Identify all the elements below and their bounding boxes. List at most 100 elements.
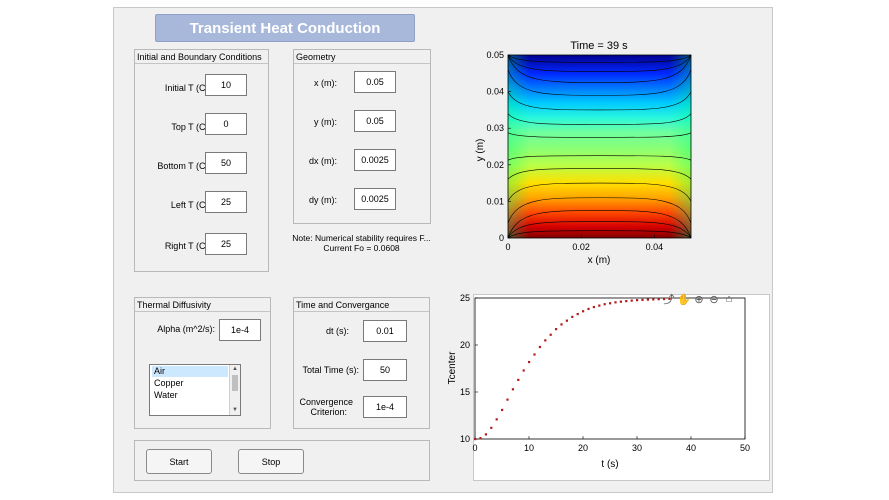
heatmap-axes[interactable]: Time = 39 s 0 0.02 0.04 00.010.020.030.040… bbox=[475, 40, 692, 266]
panel-thermal-diffusivity-title: Thermal Diffusivity bbox=[135, 298, 270, 312]
contour-line bbox=[507, 221, 692, 239]
scroll-thumb[interactable] bbox=[232, 375, 238, 391]
tcenter-point bbox=[517, 378, 520, 381]
heatmap-side-shading bbox=[508, 55, 691, 238]
material-listbox[interactable]: Air Copper Water ▲ ▼ bbox=[149, 364, 241, 416]
tcenter-point bbox=[576, 312, 579, 316]
tcenter-xtick-label: 10 bbox=[524, 443, 534, 453]
tcenter-point bbox=[571, 315, 574, 318]
heatmap-y-ticks: 0 0.01 0.02 0.03 0.04 0.05 bbox=[486, 50, 511, 243]
tcenter-point bbox=[657, 298, 660, 301]
home-icon[interactable]: ⌂ bbox=[725, 293, 733, 305]
heatmap-ytick-label: 0.04 bbox=[486, 87, 504, 97]
convergence-input[interactable]: 1e-4 bbox=[363, 396, 407, 418]
contour-line bbox=[507, 54, 692, 72]
tcenter-point bbox=[646, 298, 649, 301]
alpha-input[interactable]: 1e-4 bbox=[219, 319, 261, 341]
panel-controls: Start Stop bbox=[134, 440, 430, 481]
tcenter-point bbox=[533, 353, 536, 356]
heatmap-ytick-label: 0.05 bbox=[486, 50, 504, 60]
dt-label: dt (s): bbox=[325, 326, 349, 336]
tcenter-point bbox=[641, 298, 644, 301]
initial-t-label: Initial T (C): bbox=[164, 83, 211, 93]
stability-note: Note: Numerical stability requires F... bbox=[292, 233, 431, 243]
tcenter-x-ticks: 0 10 20 30 40 50 bbox=[472, 436, 750, 453]
material-option-water[interactable]: Water bbox=[154, 390, 178, 400]
tcenter-point bbox=[544, 339, 547, 342]
x-input[interactable]: 0.05 bbox=[354, 71, 396, 93]
fourier-number: Current Fo = 0.0608 bbox=[323, 243, 400, 253]
contour-line bbox=[507, 155, 692, 161]
right-t-input[interactable]: 25 bbox=[205, 233, 247, 255]
contour-line bbox=[507, 182, 692, 202]
tcenter-point bbox=[511, 388, 514, 391]
contour-line bbox=[507, 210, 692, 239]
heatmap-ytick-label: 0.01 bbox=[486, 196, 504, 206]
top-t-input[interactable]: 0 bbox=[205, 113, 247, 135]
panel-initial-boundary-title: Initial and Boundary Conditions bbox=[135, 50, 268, 64]
contour-line bbox=[507, 91, 692, 111]
panel-time-convergence-title: Time and Convergance bbox=[294, 298, 429, 312]
dx-input[interactable]: 0.0025 bbox=[354, 149, 396, 171]
initial-t-input[interactable]: 10 bbox=[205, 74, 247, 96]
panel-geometry-title: Geometry bbox=[294, 50, 430, 64]
heatmap-title: Time = 39 s bbox=[570, 40, 628, 52]
zoom-in-icon[interactable]: ⊕ bbox=[694, 293, 704, 306]
heatmap-xtick-label: 0 bbox=[505, 242, 510, 252]
tcenter-xtick-label: 40 bbox=[686, 443, 696, 453]
start-button[interactable]: Start bbox=[146, 449, 212, 474]
tcenter-point bbox=[603, 303, 606, 306]
tcenter-xlabel: t (s) bbox=[601, 459, 618, 470]
tcenter-xtick-label: 0 bbox=[472, 443, 477, 453]
y-input[interactable]: 0.05 bbox=[354, 110, 396, 132]
contour-line bbox=[507, 54, 692, 63]
heatmap-ylabel: y (m) bbox=[475, 139, 486, 162]
convergence-label-2: Criterion: bbox=[310, 407, 347, 417]
zoom-out-icon[interactable]: ⊖ bbox=[709, 293, 719, 306]
left-t-input[interactable]: 25 bbox=[205, 191, 247, 213]
pan-hand-icon[interactable]: ✋ bbox=[677, 293, 691, 306]
material-option-copper[interactable]: Copper bbox=[154, 378, 184, 388]
total-time-input[interactable]: 50 bbox=[363, 359, 407, 381]
panel-initial-boundary: Initial and Boundary Conditions Initial … bbox=[134, 49, 269, 272]
tcenter-point bbox=[495, 418, 498, 421]
scroll-down-icon[interactable]: ▼ bbox=[232, 407, 238, 413]
material-option-air[interactable]: Air bbox=[152, 366, 228, 377]
tcenter-point bbox=[587, 307, 590, 311]
y-label: y (m): bbox=[314, 117, 337, 127]
dt-input[interactable]: 0.01 bbox=[363, 320, 407, 342]
bottom-t-input[interactable]: 50 bbox=[205, 152, 247, 174]
heatmap-xtick-label: 0.02 bbox=[572, 242, 590, 252]
stop-button[interactable]: Stop bbox=[238, 449, 304, 474]
tcenter-point bbox=[619, 300, 622, 303]
dy-input[interactable]: 0.0025 bbox=[354, 188, 396, 210]
tcenter-xtick-label: 20 bbox=[578, 443, 588, 453]
right-t-label: Right T (C): bbox=[164, 241, 211, 251]
tcenter-point bbox=[625, 300, 628, 303]
tcenter-point bbox=[663, 297, 666, 301]
tcenter-point bbox=[630, 299, 633, 302]
tcenter-point bbox=[668, 297, 671, 300]
listbox-scrollbar[interactable]: ▲ ▼ bbox=[229, 365, 240, 415]
tcenter-point bbox=[560, 323, 563, 326]
heatmap-xtick-label: 0.04 bbox=[646, 242, 664, 252]
tcenter-xtick-label: 50 bbox=[740, 443, 750, 453]
total-time-label: Total Time (s): bbox=[302, 365, 359, 375]
export-icon[interactable]: ⤴ bbox=[663, 294, 675, 306]
app-title: Transient Heat Conduction bbox=[155, 14, 415, 42]
tcenter-point bbox=[538, 345, 541, 349]
tcenter-point bbox=[609, 302, 612, 305]
contour-line bbox=[507, 54, 692, 83]
left-t-label: Left T (C): bbox=[170, 200, 211, 210]
tcenter-point bbox=[614, 301, 617, 304]
tcenter-point bbox=[592, 305, 595, 309]
heatmap-contours bbox=[507, 54, 692, 239]
tcenter-point bbox=[528, 360, 531, 364]
scroll-up-icon[interactable]: ▲ bbox=[232, 366, 238, 372]
heatmap-frame bbox=[507, 54, 692, 239]
panel-time-convergence: Time and Convergance dt (s): 0.01 Total … bbox=[293, 297, 430, 429]
tcenter-point bbox=[474, 438, 477, 441]
tcenter-point bbox=[598, 304, 601, 307]
